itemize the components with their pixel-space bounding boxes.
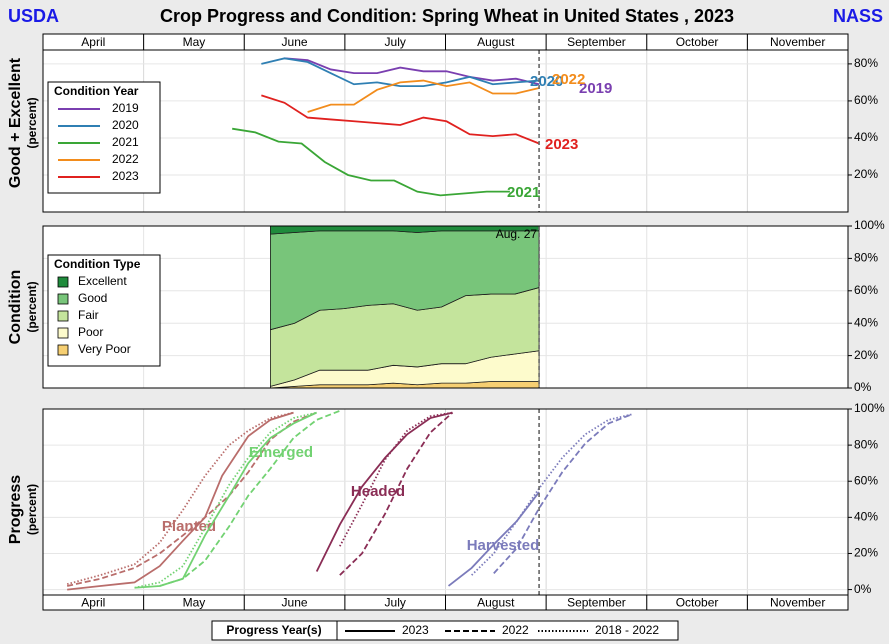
legend-swatch <box>57 344 69 356</box>
legend-label: 2021 <box>112 135 139 149</box>
x-tick-label: May <box>183 596 206 610</box>
legend-title: Progress Year(s) <box>226 623 321 637</box>
series-line <box>493 413 632 574</box>
x-tick-label: November <box>770 596 825 610</box>
x-tick-label: October <box>676 596 719 610</box>
y-axis-unit: (percent) <box>25 97 39 148</box>
series-end-label: 2023 <box>545 136 578 153</box>
y-tick-label: 40% <box>854 510 878 524</box>
y-axis-label: Progress <box>7 475 24 544</box>
legend-label: Fair <box>78 308 99 322</box>
agency-right: NASS <box>833 6 883 26</box>
y-tick-label: 40% <box>854 315 878 329</box>
series-line <box>315 411 453 572</box>
legend-box <box>47 81 161 194</box>
series-line <box>134 411 318 589</box>
y-axis-unit: (percent) <box>25 281 39 332</box>
group-label: Headed <box>351 483 405 500</box>
series-line <box>261 57 540 88</box>
series-line <box>261 94 540 145</box>
series-line <box>471 413 632 576</box>
y-tick-label: 60% <box>854 93 878 107</box>
series-end-label: 2019 <box>579 80 612 97</box>
x-tick-label: August <box>477 596 515 610</box>
agency-left: USDA <box>8 6 59 26</box>
series-line <box>339 411 454 576</box>
group-label: Planted <box>162 518 216 535</box>
y-tick-label: 100% <box>854 401 885 415</box>
legend-title: Condition Year <box>54 84 139 98</box>
legend-label: 2020 <box>112 118 139 132</box>
legend-label: Good <box>78 291 107 305</box>
x-tick-label: August <box>477 35 515 49</box>
panel-border <box>42 408 849 611</box>
group-label: Harvested <box>467 537 540 554</box>
x-tick-label: September <box>567 35 626 49</box>
series-line <box>307 79 540 113</box>
y-tick-label: 80% <box>854 251 878 265</box>
legend-label: 2022 <box>112 152 139 166</box>
marker-label: Aug. 27 <box>496 227 538 241</box>
x-tick-label: April <box>81 596 105 610</box>
legend-label: Excellent <box>78 274 127 288</box>
x-tick-label: June <box>282 596 308 610</box>
y-tick-label: 40% <box>854 130 878 144</box>
x-tick-label: September <box>567 596 626 610</box>
legend-label: 2023 <box>402 623 429 637</box>
legend-swatch <box>57 310 69 322</box>
panel-border <box>42 225 849 389</box>
legend-swatch <box>57 293 69 305</box>
series-line <box>339 411 453 547</box>
y-tick-label: 80% <box>854 56 878 70</box>
series-end-label: 2021 <box>507 184 540 201</box>
legend-label: 2022 <box>502 623 529 637</box>
legend-label: 2023 <box>112 169 139 183</box>
y-tick-label: 20% <box>854 348 878 362</box>
y-tick-label: 60% <box>854 473 878 487</box>
group-label: Emerged <box>249 444 313 461</box>
y-tick-label: 80% <box>854 437 878 451</box>
y-axis-unit: (percent) <box>25 484 39 535</box>
y-tick-label: 20% <box>854 167 878 181</box>
series-line <box>447 491 540 587</box>
legend-swatch <box>57 327 69 339</box>
series-end-label: 2022 <box>552 71 585 88</box>
x-tick-label: May <box>183 35 206 49</box>
legend-label: 2018 - 2022 <box>595 623 659 637</box>
series-line <box>159 409 341 587</box>
chart-title: Crop Progress and Condition: Spring Whea… <box>160 6 734 26</box>
series-line <box>284 57 540 86</box>
series-line <box>134 411 317 589</box>
y-tick-label: 0% <box>854 380 872 394</box>
y-tick-label: 100% <box>854 218 885 232</box>
legend-label: Poor <box>78 325 103 339</box>
x-tick-label: June <box>282 35 308 49</box>
legend-label: Very Poor <box>78 342 131 356</box>
x-tick-label: November <box>770 35 825 49</box>
legend-swatch <box>57 276 69 288</box>
legend-label: 2019 <box>112 101 139 115</box>
y-tick-label: 60% <box>854 283 878 297</box>
series-line <box>66 411 318 587</box>
y-tick-label: 20% <box>854 546 878 560</box>
x-tick-label: October <box>676 35 719 49</box>
y-axis-label: Good + Excellent <box>7 57 24 188</box>
y-axis-label: Condition <box>7 270 24 345</box>
panel-border <box>42 33 849 213</box>
legend-title: Condition Type <box>54 257 141 271</box>
x-tick-label: April <box>81 35 105 49</box>
x-tick-label: July <box>385 596 406 610</box>
x-tick-label: July <box>385 35 406 49</box>
y-tick-label: 0% <box>854 582 872 596</box>
series-line <box>232 127 510 197</box>
series-line <box>66 411 294 586</box>
series-line <box>67 411 294 591</box>
